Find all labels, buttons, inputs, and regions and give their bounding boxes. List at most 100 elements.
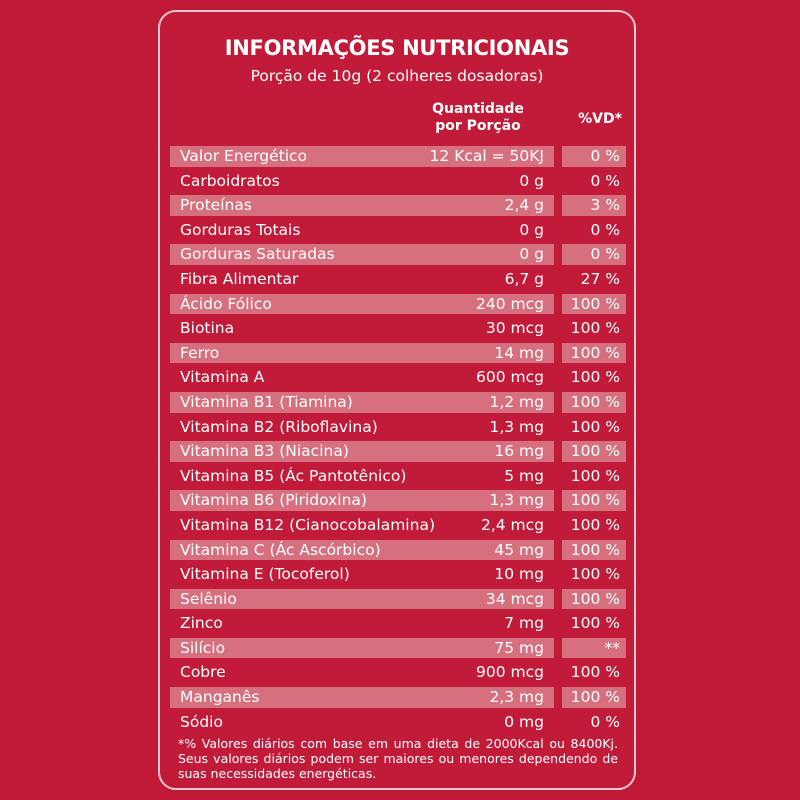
table-row: Silício 75 mg ** — [170, 636, 626, 661]
nutrient-name: Vitamina B3 (Niacina) — [180, 442, 349, 461]
nutrient-name: Cobre — [180, 663, 226, 682]
table-row: Cobre 900 mcg 100 % — [170, 660, 626, 685]
nutrient-name: Vitamina A — [180, 368, 265, 387]
nutrient-name: Sódio — [180, 712, 223, 731]
row-stripe — [170, 195, 554, 216]
nutrient-vd: 100 % — [570, 491, 620, 510]
row-stripe — [170, 539, 554, 561]
nutrient-quantity: 600 mcg — [476, 368, 544, 387]
nutrient-vd: 0 % — [590, 712, 620, 731]
row-stripe-vd — [562, 342, 626, 364]
nutrient-vd: 100 % — [570, 392, 620, 411]
row-stripe-vd — [562, 687, 626, 708]
nutrient-name: Selênio — [180, 589, 237, 608]
nutrient-name: Gorduras Totais — [180, 220, 301, 239]
row-stripe-vd — [562, 195, 626, 216]
table-row: Ferro 14 mg 100 % — [170, 341, 626, 366]
table-row: Sódio 0 mg 0 % — [170, 710, 626, 735]
nutrient-quantity: 12 Kcal = 50KJ — [429, 147, 544, 165]
nutrient-quantity: 240 mcg — [476, 294, 544, 313]
table-row: Manganês 2,3 mg 100 % — [170, 685, 626, 710]
nutrient-vd: 100 % — [570, 442, 620, 461]
nutrient-name: Vitamina B2 (Riboflavina) — [180, 417, 378, 436]
table-row: Biotina 30 mcg 100 % — [170, 316, 626, 341]
table-row: Carboidratos 0 g 0 % — [170, 169, 626, 194]
nutrient-quantity: 6,7 g — [504, 269, 544, 288]
nutrient-name: Ferro — [180, 343, 220, 362]
row-stripe — [170, 244, 554, 265]
nutrient-name: Fibra Alimentar — [180, 269, 299, 288]
nutrient-vd: 0 % — [590, 245, 620, 264]
nutrient-name: Vitamina E (Tocoferol) — [180, 565, 350, 584]
nutrient-name: Biotina — [180, 319, 235, 338]
table-row: Vitamina B6 (Piridoxina) 1,3 mg 100 % — [170, 488, 626, 513]
row-stripe — [170, 490, 554, 511]
column-header-quantity-line1: Quantidade — [432, 101, 524, 117]
nutrient-vd: 100 % — [570, 565, 620, 584]
nutrient-vd: 3 % — [590, 196, 620, 215]
nutrient-name: Vitamina C (Ác Ascórbico) — [180, 540, 381, 559]
nutrient-quantity: 10 mg — [494, 565, 544, 584]
row-stripe — [170, 146, 554, 167]
nutrient-vd: 0 % — [590, 147, 620, 165]
nutrient-name: Gorduras Saturadas — [180, 245, 335, 264]
row-stripe — [170, 293, 554, 315]
nutrient-vd: 100 % — [570, 540, 620, 559]
nutrient-vd: 100 % — [570, 343, 620, 362]
nutrient-name: Manganês — [180, 688, 260, 707]
nutrient-name: Valor Energético — [180, 147, 308, 165]
nutrient-name: Vitamina B1 (Tiamina) — [180, 392, 353, 411]
nutrient-vd: 100 % — [570, 688, 620, 707]
nutrient-vd: 100 % — [570, 589, 620, 608]
nutrient-vd: 0 % — [590, 220, 620, 239]
nutrient-quantity: 900 mcg — [476, 663, 544, 682]
table-row: Vitamina B12 (Cianocobalamina) 2,4 mcg 100… — [170, 513, 626, 538]
nutrient-quantity: 1,3 mg — [489, 491, 544, 510]
nutrient-vd: 100 % — [570, 368, 620, 387]
row-stripe — [170, 687, 554, 708]
row-stripe — [170, 391, 554, 413]
nutrient-quantity: 5 mg — [504, 466, 544, 485]
nutrient-name: Proteínas — [180, 196, 252, 215]
column-header-quantity: Quantidade por Porção — [424, 101, 532, 135]
table-row: Valor Energético 12 Kcal = 50KJ 0 % — [170, 144, 626, 169]
nutrient-quantity: 0 mg — [504, 712, 544, 731]
table-row: Vitamina E (Tocoferol) 10 mg 100 % — [170, 562, 626, 587]
table-title: INFORMAÇÕES NUTRICIONAIS — [224, 36, 570, 60]
nutrient-quantity: 2,4 g — [504, 196, 544, 215]
column-header-vd: %VD* — [578, 111, 622, 127]
table-row: Vitamina B5 (Ác Pantotênico) 5 mg 100 % — [170, 464, 626, 489]
nutrient-quantity: 0 g — [519, 220, 544, 239]
table-row: Vitamina A 600 mcg 100 % — [170, 365, 626, 390]
table-row: Proteínas 2,4 g 3 % — [170, 193, 626, 218]
nutrient-name: Vitamina B12 (Cianocobalamina) — [180, 515, 435, 534]
nutrient-name: Vitamina B5 (Ác Pantotênico) — [180, 466, 407, 485]
nutrient-table: Valor Energético 12 Kcal = 50KJ 0 % Carboid… — [170, 144, 626, 734]
table-row: Gorduras Saturadas 0 g 0 % — [170, 242, 626, 267]
table-row: Selênio 34 mcg 100 % — [170, 587, 626, 612]
serving-size: Porção de 10g (2 colheres dosadoras) — [250, 67, 544, 85]
row-stripe-vd — [562, 293, 626, 315]
nutrient-vd: 27 % — [580, 269, 620, 288]
row-stripe-vd — [562, 588, 626, 610]
nutrient-vd: 100 % — [570, 417, 620, 436]
row-stripe-vd — [562, 146, 626, 167]
row-stripe-vd — [562, 441, 626, 462]
table-row: Vitamina B1 (Tiamina) 1,2 mg 100 % — [170, 390, 626, 415]
row-stripe-vd — [562, 637, 626, 659]
nutrient-quantity: 34 mcg — [485, 589, 544, 608]
nutrient-quantity: 0 g — [519, 245, 544, 264]
row-stripe — [170, 637, 554, 659]
nutrient-vd: 100 % — [570, 614, 620, 633]
table-row: Vitamina B2 (Riboflavina) 1,3 mg 100 % — [170, 415, 626, 440]
row-stripe-vd — [562, 391, 626, 413]
nutrient-name: Carboidratos — [180, 171, 280, 190]
nutrition-panel: INFORMAÇÕES NUTRICIONAIS Porção de 10g (… — [158, 10, 636, 790]
nutrient-quantity: 0 g — [519, 171, 544, 190]
nutrient-vd: 100 % — [570, 466, 620, 485]
table-row: Ácido Fólico 240 mcg 100 % — [170, 292, 626, 317]
nutrient-quantity: 45 mg — [494, 540, 544, 559]
nutrient-quantity: 2,3 mg — [489, 688, 544, 707]
table-row: Gorduras Totais 0 g 0 % — [170, 218, 626, 243]
nutrient-vd: 100 % — [570, 515, 620, 534]
